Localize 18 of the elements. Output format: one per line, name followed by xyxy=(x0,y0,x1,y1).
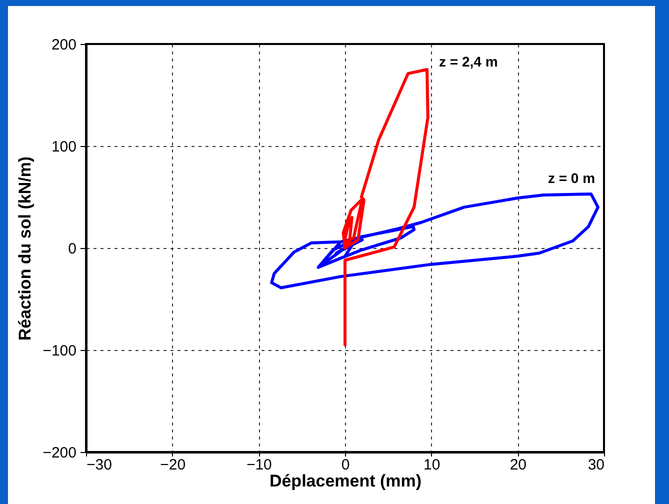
line-series xyxy=(342,68,430,346)
y-tick-label: 0 xyxy=(68,240,76,258)
x-tick-label: −10 xyxy=(246,456,272,474)
y-tick-label: −200 xyxy=(42,444,76,462)
line-series xyxy=(270,192,600,290)
series-label: z = 0 m xyxy=(548,170,596,186)
x-tick-label: 0 xyxy=(341,456,350,474)
x-tick-label: 20 xyxy=(510,456,527,474)
x-tick-label: −30 xyxy=(86,456,112,474)
y-tick-label: 200 xyxy=(51,36,76,54)
x-tick-label: 30 xyxy=(588,456,604,474)
y-tick-label: 100 xyxy=(51,138,76,156)
y-tick-label: −100 xyxy=(42,342,76,360)
x-axis-title: Déplacement (mm) xyxy=(269,472,422,490)
y-axis-title: Réaction du sol (kN/m) xyxy=(16,156,35,341)
x-tick-label: 10 xyxy=(423,456,440,474)
series-label: z = 2,4 m xyxy=(439,54,498,70)
x-tick-label: −20 xyxy=(160,456,186,474)
